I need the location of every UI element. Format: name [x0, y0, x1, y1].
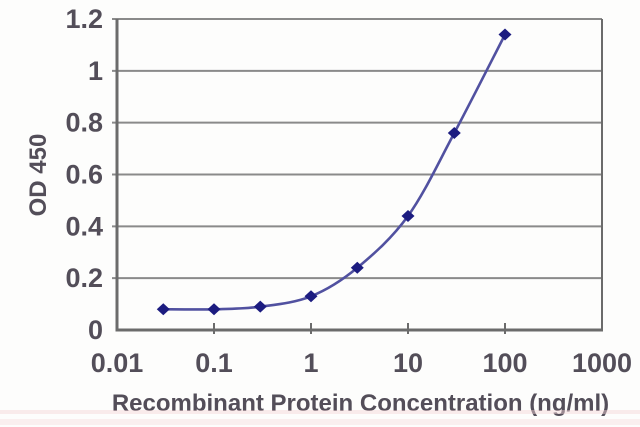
data-point: [401, 209, 415, 222]
data-point: [253, 300, 267, 313]
x-tick-label: 1000: [572, 348, 632, 378]
y-tick-label: 1: [88, 56, 103, 86]
data-point: [207, 303, 221, 316]
x-axis-title: Recombinant Protein Concentration (ng/ml…: [112, 390, 609, 417]
data-point: [350, 261, 364, 274]
y-tick-label: 0.2: [65, 263, 103, 293]
data-point: [304, 290, 318, 303]
y-tick-label: 0.4: [65, 211, 103, 241]
x-tick-label: 100: [482, 348, 527, 378]
y-tick-label: 0: [88, 315, 103, 345]
y-tick-label: 0.6: [65, 160, 103, 190]
data-point: [447, 127, 461, 140]
data-point: [498, 28, 512, 41]
y-tick-label: 1.2: [65, 4, 103, 34]
x-tick-label: 0.01: [91, 348, 144, 378]
y-axis-title: OD 450: [25, 134, 52, 217]
x-tick-label: 1: [303, 348, 318, 378]
data-point: [156, 303, 170, 316]
x-tick-label: 0.1: [195, 348, 233, 378]
y-tick-label: 0.8: [65, 108, 103, 138]
data-curve: [163, 34, 507, 311]
x-tick-label: 10: [393, 348, 423, 378]
